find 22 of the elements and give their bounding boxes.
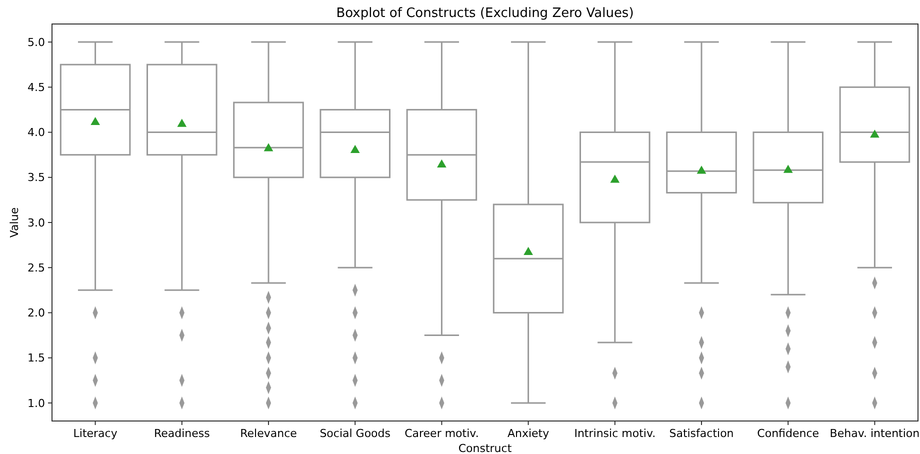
y-tick-label: 4.5 (28, 81, 45, 94)
x-tick-label: Confidence (757, 427, 820, 440)
x-axis-title: Construct (458, 442, 512, 454)
x-tick-label: Career motiv. (404, 427, 479, 440)
x-tick-label: Anxiety (507, 427, 550, 440)
x-tick-label: Satisfaction (669, 427, 734, 440)
y-tick-label: 1.0 (28, 396, 45, 410)
y-tick-label: 4.0 (28, 126, 45, 140)
y-tick-label: 3.0 (28, 216, 45, 230)
x-tick-label: Behav. intention (830, 427, 920, 440)
y-axis-title: Value (8, 207, 21, 238)
y-tick-label: 5.0 (28, 36, 45, 49)
x-tick-label: Relevance (240, 427, 298, 440)
x-tick-label: Readiness (154, 427, 210, 440)
y-tick-label: 3.5 (28, 171, 45, 184)
y-tick-label: 2.5 (28, 261, 45, 274)
y-tick-label: 1.5 (28, 352, 45, 365)
chart-title: Boxplot of Constructs (Excluding Zero Values) (336, 6, 634, 21)
x-tick-label: Intrinsic motiv. (574, 427, 656, 440)
x-tick-label: Literacy (73, 427, 118, 440)
x-tick-label: Social Goods (320, 427, 391, 440)
y-tick-label: 2.0 (28, 306, 45, 320)
